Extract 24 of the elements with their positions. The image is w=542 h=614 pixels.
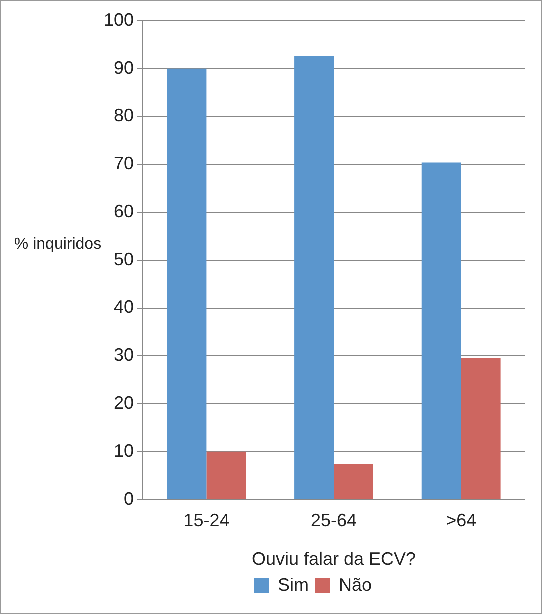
y-tick-label: 70 [114,154,134,174]
bar [461,358,501,500]
y-tick-label: 60 [114,201,134,222]
x-axis-title: Ouviu falar da ECV? [252,549,416,570]
bar [167,68,207,500]
bar [294,56,334,500]
legend-label: Sim [278,574,309,595]
bar [334,464,374,500]
y-tick-label: 0 [124,488,134,509]
y-tick-label: 80 [114,106,134,126]
y-tick-label: 10 [114,440,134,461]
bar [422,162,462,500]
legend-label: Não [338,574,372,595]
bar [206,452,246,500]
x-tick-label: >64 [446,510,477,531]
x-tick-label: 25-64 [310,510,358,531]
y-tick-label: 90 [114,58,134,78]
y-axis-title: % inquiridos [13,235,103,255]
y-tick-label: 20 [114,393,134,414]
y-tick-label: 50 [114,249,134,270]
y-tick-label: 100 [104,10,134,30]
x-tick-label: 15-24 [184,510,230,531]
y-tick-label: 30 [114,345,134,366]
y-tick-label: 40 [114,297,134,318]
